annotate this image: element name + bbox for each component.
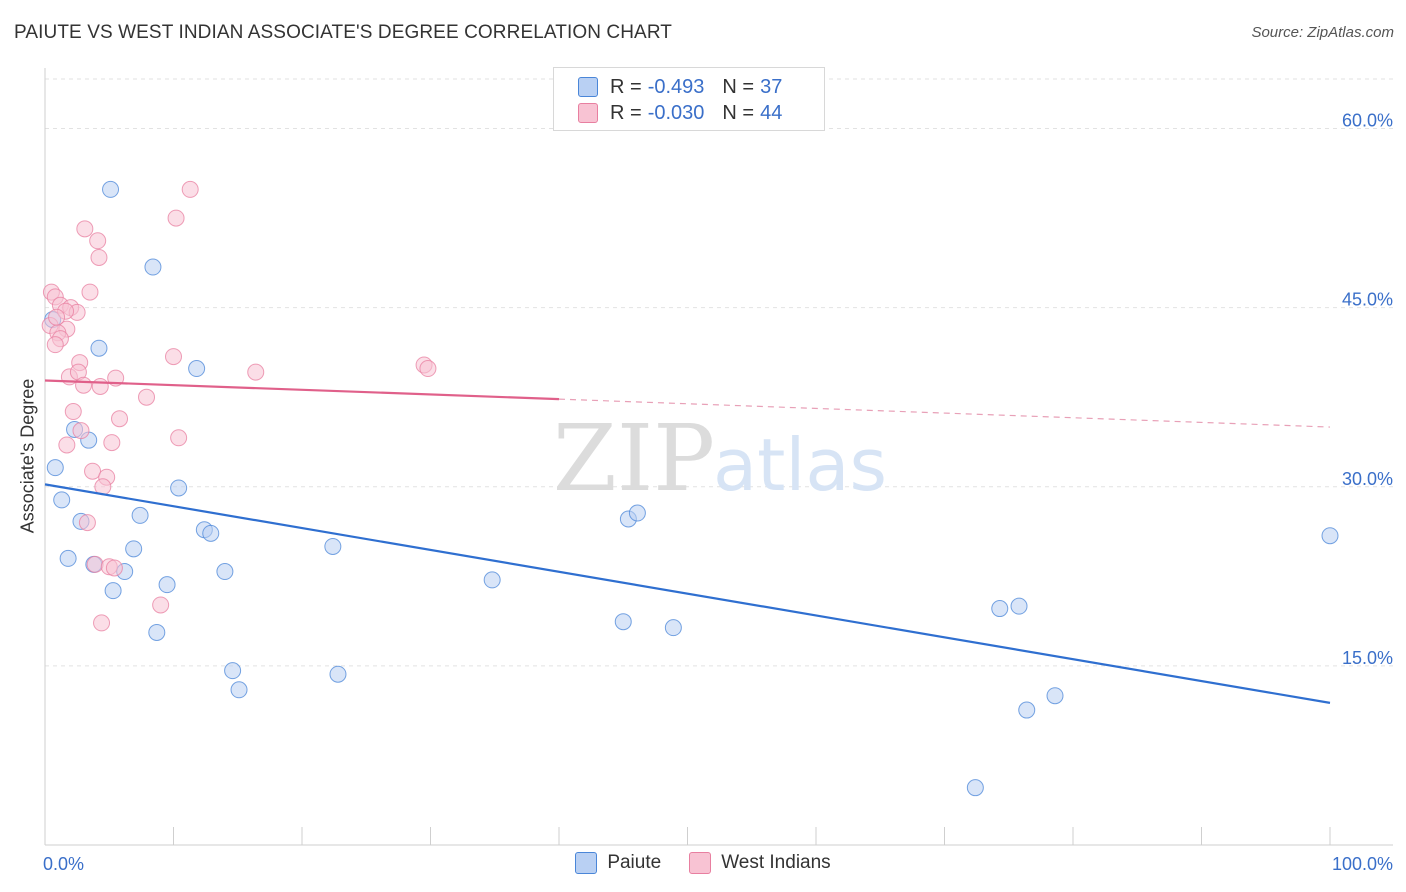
- point-paiute: [230, 681, 248, 699]
- x-tick-label: 0.0%: [43, 854, 84, 874]
- point-west-indians: [247, 363, 265, 381]
- point-paiute: [1010, 597, 1028, 615]
- point-paiute: [1018, 701, 1036, 719]
- legend-row-west-indians: R = -0.030 N = 44: [578, 100, 782, 126]
- point-west-indians: [86, 555, 104, 573]
- point-west-indians: [84, 462, 102, 480]
- series-legend-paiute[interactable]: Paiute: [575, 852, 661, 874]
- y-axis-label: Associate's Degree: [17, 378, 38, 534]
- legend-n-value: 44: [760, 101, 783, 124]
- legend-swatch-west-indians: [578, 103, 598, 123]
- point-paiute: [188, 360, 206, 378]
- point-west-indians: [76, 220, 94, 238]
- point-west-indians: [165, 348, 182, 366]
- legend-n-label: N =: [722, 75, 755, 98]
- point-paiute: [59, 549, 77, 567]
- series-label-west-indians: West Indians: [721, 852, 831, 873]
- legend-r-label: R =: [610, 101, 642, 124]
- point-paiute: [144, 258, 162, 276]
- point-paiute: [158, 576, 176, 594]
- point-west-indians: [138, 388, 156, 406]
- point-west-indians: [46, 336, 64, 354]
- point-paiute: [46, 459, 64, 477]
- y-tick-label: 30.0%: [1342, 469, 1393, 489]
- point-west-indians: [48, 308, 66, 326]
- point-west-indians: [78, 514, 96, 532]
- point-west-indians: [75, 376, 93, 394]
- point-west-indians: [64, 403, 82, 421]
- series-label-paiute: Paiute: [607, 852, 662, 873]
- trend-lines: [44, 379, 1331, 704]
- point-west-indians: [103, 434, 121, 452]
- watermark-zip: ZIP: [553, 405, 715, 512]
- point-paiute: [324, 537, 342, 555]
- point-west-indians: [170, 429, 188, 447]
- trend-line-paiute: [44, 483, 1331, 704]
- watermark-atlas: atlas: [713, 423, 887, 507]
- axes: [44, 68, 1393, 846]
- y-tick-label: 45.0%: [1342, 290, 1393, 310]
- grid-lines: [45, 78, 1393, 667]
- point-west-indians: [105, 559, 123, 577]
- point-west-indians: [72, 422, 90, 440]
- point-paiute: [1321, 527, 1339, 545]
- point-west-indians: [167, 209, 185, 227]
- point-paiute: [170, 479, 188, 497]
- point-paiute: [202, 524, 220, 542]
- trend-line-dashed-west-indians: [558, 398, 1331, 428]
- legend-n-value: 37: [760, 75, 783, 98]
- point-paiute: [664, 619, 682, 637]
- point-paiute: [224, 662, 242, 680]
- point-paiute: [483, 571, 501, 589]
- point-paiute: [53, 491, 71, 509]
- legend-n-label: N =: [722, 101, 755, 124]
- point-paiute: [104, 582, 122, 600]
- point-west-indians: [90, 248, 108, 266]
- legend-r-label: R =: [610, 75, 642, 98]
- point-west-indians: [93, 614, 111, 632]
- watermark: ZIP atlas: [553, 405, 887, 512]
- trend-line-west-indians: [44, 379, 560, 401]
- point-west-indians: [91, 377, 109, 395]
- x-tick-label: 100.0%: [1332, 854, 1393, 874]
- stats-legend: R = -0.493 N = 37 R = -0.030 N = 44: [553, 67, 825, 131]
- point-paiute: [614, 613, 632, 631]
- legend-row-paiute: R = -0.493 N = 37: [578, 74, 782, 100]
- point-west-indians: [152, 596, 170, 614]
- point-west-indians: [181, 180, 199, 198]
- series-swatch-paiute: [575, 852, 598, 874]
- point-paiute: [102, 180, 120, 198]
- series-legend: Paiute West Indians: [0, 852, 1406, 874]
- point-west-indians: [419, 360, 437, 378]
- tick-labels: 15.0% 30.0% 45.0% 60.0% 0.0% 100.0%: [43, 111, 1393, 874]
- legend-r-value: -0.493: [647, 75, 705, 98]
- point-paiute: [131, 506, 149, 524]
- chart-source: Source: ZipAtlas.com: [1251, 24, 1394, 41]
- point-paiute: [125, 540, 143, 558]
- data-points: [41, 180, 1339, 797]
- point-paiute: [90, 339, 108, 357]
- point-west-indians: [58, 436, 76, 454]
- legend-swatch-paiute: [578, 77, 598, 97]
- series-legend-west-indians[interactable]: West Indians: [689, 852, 831, 874]
- series-swatch-west-indians: [689, 852, 712, 874]
- point-west-indians: [111, 410, 129, 428]
- point-paiute: [216, 563, 234, 581]
- point-paiute: [628, 504, 646, 522]
- point-paiute: [148, 623, 166, 641]
- chart-title: PAIUTE VS WEST INDIAN ASSOCIATE'S DEGREE…: [14, 22, 673, 43]
- y-tick-label: 15.0%: [1342, 648, 1393, 668]
- point-west-indians: [81, 283, 99, 301]
- point-paiute: [329, 665, 347, 683]
- point-paiute: [966, 779, 984, 797]
- point-paiute: [991, 600, 1009, 618]
- legend-r-value: -0.030: [647, 101, 705, 124]
- point-paiute: [1046, 687, 1064, 705]
- y-tick-label: 60.0%: [1342, 111, 1393, 131]
- point-west-indians: [89, 232, 107, 250]
